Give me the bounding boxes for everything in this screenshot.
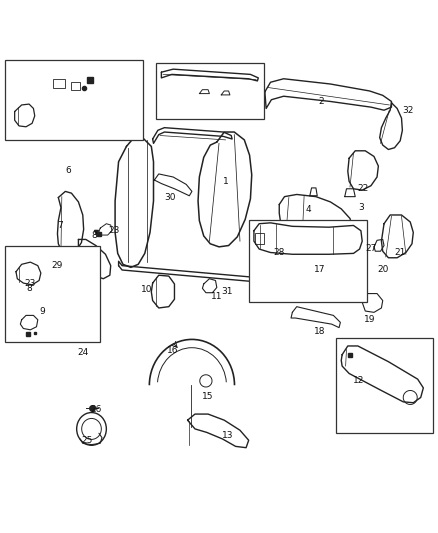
Text: 10: 10 xyxy=(141,285,153,294)
Text: 9: 9 xyxy=(39,306,45,316)
Bar xyxy=(53,79,65,88)
Text: 17: 17 xyxy=(314,265,325,274)
Text: 24: 24 xyxy=(77,349,88,358)
Bar xyxy=(71,82,80,90)
Text: 8: 8 xyxy=(92,231,97,239)
Bar xyxy=(155,63,264,119)
Text: 23: 23 xyxy=(109,226,120,235)
Text: 18: 18 xyxy=(314,327,325,336)
Text: 23: 23 xyxy=(25,279,36,288)
Text: 29: 29 xyxy=(51,261,62,270)
Bar xyxy=(5,60,143,140)
Text: 16: 16 xyxy=(167,346,179,355)
Text: 21: 21 xyxy=(395,248,406,257)
Text: 6: 6 xyxy=(66,166,71,175)
Bar xyxy=(255,233,265,244)
Text: 4: 4 xyxy=(306,205,311,214)
Text: 28: 28 xyxy=(274,248,285,257)
Text: 11: 11 xyxy=(211,292,223,301)
Text: 30: 30 xyxy=(164,193,176,202)
Text: 25: 25 xyxy=(81,436,93,445)
Text: 13: 13 xyxy=(222,431,233,440)
Text: 32: 32 xyxy=(402,106,413,115)
Text: 22: 22 xyxy=(357,184,369,193)
Bar xyxy=(336,338,433,433)
Text: 15: 15 xyxy=(202,392,214,401)
Text: 31: 31 xyxy=(221,287,233,296)
Text: 12: 12 xyxy=(353,376,364,385)
Text: 2: 2 xyxy=(319,97,325,106)
Text: 7: 7 xyxy=(57,221,63,230)
Text: 26: 26 xyxy=(90,405,102,414)
Text: 8: 8 xyxy=(26,284,32,293)
Text: 20: 20 xyxy=(377,265,389,274)
Text: 27: 27 xyxy=(365,244,377,253)
Bar xyxy=(5,246,100,342)
Text: 1: 1 xyxy=(223,177,229,186)
Text: 19: 19 xyxy=(364,315,375,324)
Text: 3: 3 xyxy=(358,203,364,212)
Bar xyxy=(249,220,367,302)
